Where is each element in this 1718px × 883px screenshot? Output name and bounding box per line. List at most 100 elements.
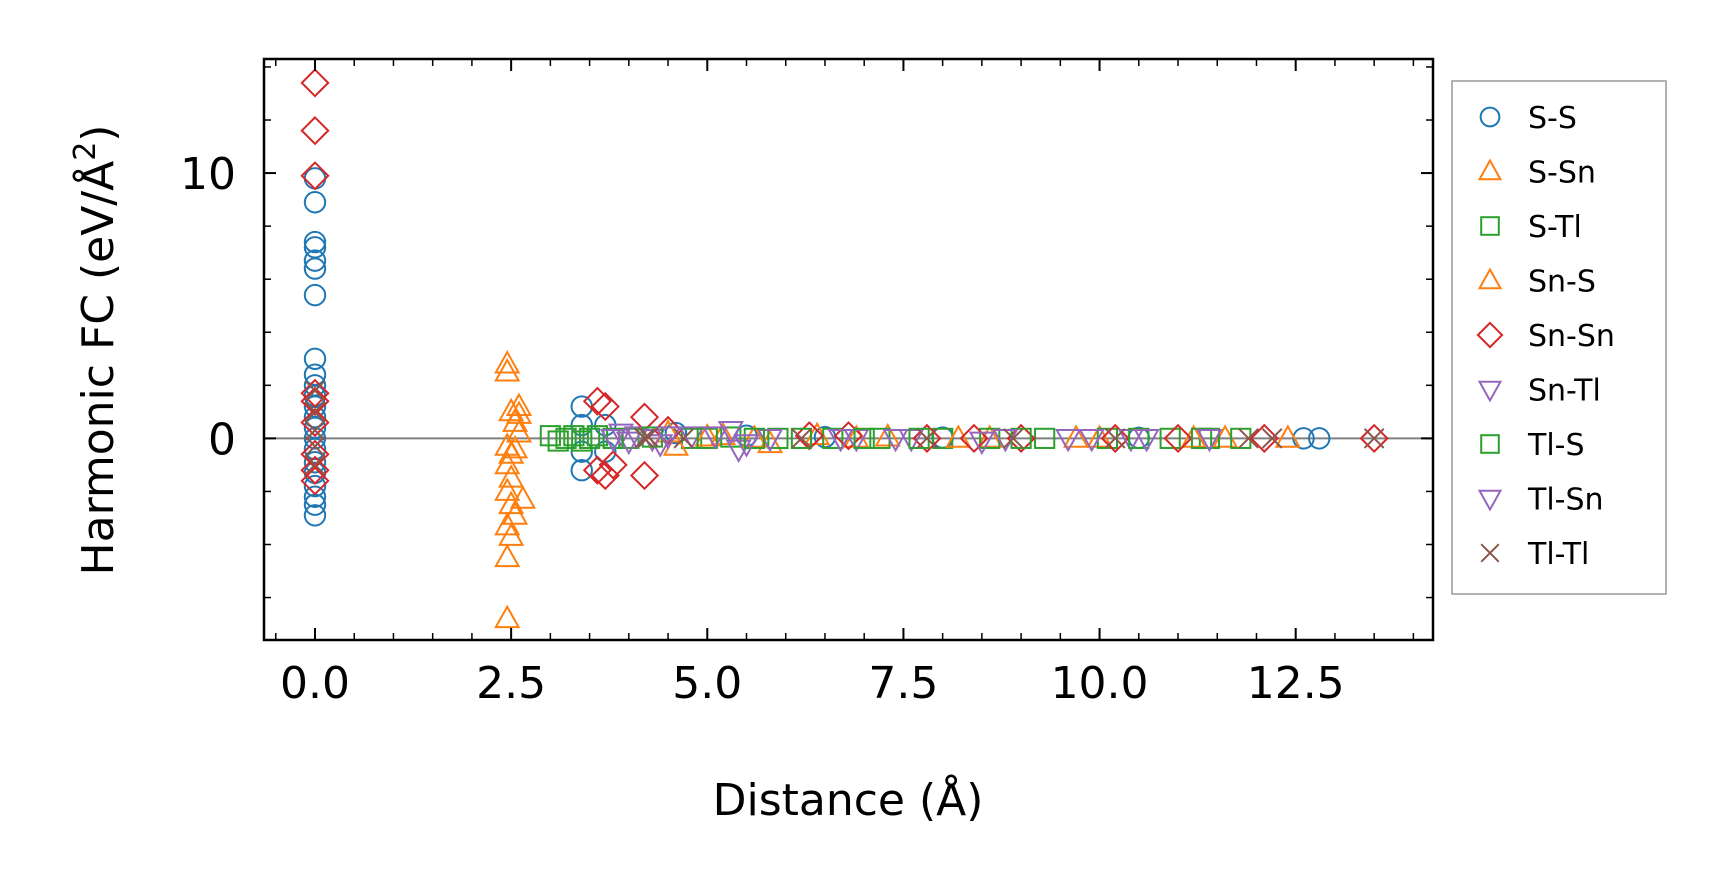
data-point xyxy=(1274,424,1301,448)
data-point xyxy=(741,424,768,448)
data-point xyxy=(912,423,942,453)
data-point xyxy=(602,427,624,449)
data-point xyxy=(300,455,330,485)
data-point xyxy=(303,474,327,498)
data-point xyxy=(303,191,327,214)
data-point xyxy=(607,423,635,448)
data-point xyxy=(600,428,627,453)
data-point xyxy=(586,425,609,447)
legend-label: Sn-Tl xyxy=(1528,374,1601,409)
data-point xyxy=(494,604,521,629)
data-point xyxy=(843,428,870,453)
legend-entry: Sn-Tl xyxy=(1477,374,1601,409)
data-point xyxy=(303,427,327,450)
data-point xyxy=(494,358,521,382)
data-point xyxy=(300,68,330,98)
data-point xyxy=(304,436,326,457)
data-point xyxy=(968,431,995,456)
legend-entry: Sn-Sn xyxy=(1476,319,1615,354)
legend-label: S-Sn xyxy=(1528,156,1596,191)
data-point xyxy=(303,347,327,370)
data-point xyxy=(1363,428,1385,449)
legend-entry: Tl-Sn xyxy=(1477,483,1604,518)
data-point xyxy=(908,427,930,449)
legend-marker xyxy=(1479,106,1501,128)
x-tick-label: 2.5 xyxy=(476,658,546,709)
data-point xyxy=(300,161,330,191)
y-axis-label: Harmonic FC (eV/Å2) xyxy=(68,125,124,576)
data-point xyxy=(1249,423,1279,453)
legend-label: Sn-S xyxy=(1528,265,1596,300)
data-point xyxy=(590,391,620,422)
data-point xyxy=(874,422,901,447)
data-point xyxy=(1002,428,1024,449)
data-point xyxy=(702,426,729,450)
data-point xyxy=(590,460,620,491)
data-point xyxy=(539,425,561,447)
data-point xyxy=(498,397,525,422)
data-point xyxy=(694,422,721,447)
points-layer xyxy=(300,68,1389,629)
legend-marker xyxy=(1477,158,1503,181)
data-point xyxy=(1055,428,1082,453)
series-Tl-S xyxy=(547,426,1213,452)
series-Tl-Tl xyxy=(304,380,1385,476)
y-axis-label-superscript: 2 xyxy=(68,142,103,161)
y-axis-label-main: Harmonic FC (eV/Å xyxy=(71,161,124,576)
data-point xyxy=(547,430,569,452)
data-point xyxy=(664,421,688,445)
data-point xyxy=(767,427,789,449)
legend-entry: S-S xyxy=(1479,101,1577,136)
data-point xyxy=(1238,428,1259,449)
legend-label: Sn-Sn xyxy=(1528,319,1615,354)
data-point xyxy=(555,427,577,449)
legend-marker xyxy=(1480,216,1500,236)
data-point xyxy=(303,485,327,508)
data-point xyxy=(501,501,529,525)
data-point xyxy=(822,427,844,449)
legend-label: S-S xyxy=(1528,101,1577,136)
legend: S-S S-Sn S-Tl Sn-S Sn-Sn Sn-Tl Tl-S Tl-Sn Tl-Tl xyxy=(1451,80,1667,595)
data-point xyxy=(1261,428,1283,449)
data-point xyxy=(494,543,521,568)
y-tick-label: 0 xyxy=(208,414,236,465)
data-point xyxy=(1292,427,1315,450)
data-point xyxy=(578,427,601,449)
y-tick-label: 10 xyxy=(180,149,236,200)
data-point xyxy=(790,427,813,449)
data-point xyxy=(1078,428,1105,453)
data-point xyxy=(959,423,989,453)
data-point xyxy=(570,413,593,437)
data-point xyxy=(304,380,326,401)
data-point xyxy=(501,434,529,459)
data-point xyxy=(673,428,695,449)
data-point xyxy=(303,437,327,461)
x-tick-label: 12.5 xyxy=(1247,658,1345,709)
x-tick-label: 10.0 xyxy=(1051,658,1149,709)
data-point xyxy=(916,428,938,449)
data-point xyxy=(733,434,760,458)
data-point xyxy=(303,283,327,307)
data-point xyxy=(304,420,326,441)
data-point xyxy=(570,459,593,482)
x-tick-label: 0.0 xyxy=(280,658,350,709)
legend-entry: S-Tl xyxy=(1480,210,1582,245)
data-point xyxy=(638,426,659,448)
data-point xyxy=(634,428,655,449)
data-point xyxy=(717,421,744,445)
x-axis-label: Distance (Å) xyxy=(713,773,984,826)
data-point xyxy=(505,419,533,443)
data-point xyxy=(303,257,327,280)
data-point xyxy=(1133,428,1160,453)
series-S-Tl xyxy=(539,425,1252,449)
data-point xyxy=(498,522,525,546)
tick-labels-layer: 0.0 2.5 5.0 7.5 10.0 12.5 0 10 xyxy=(180,149,1345,709)
plot-frame xyxy=(262,57,1435,642)
data-point xyxy=(300,386,330,416)
data-point xyxy=(300,466,330,496)
data-point xyxy=(598,450,628,480)
data-point xyxy=(303,249,327,272)
data-point xyxy=(1196,428,1223,453)
legend-entry: Tl-Tl xyxy=(1480,537,1589,572)
